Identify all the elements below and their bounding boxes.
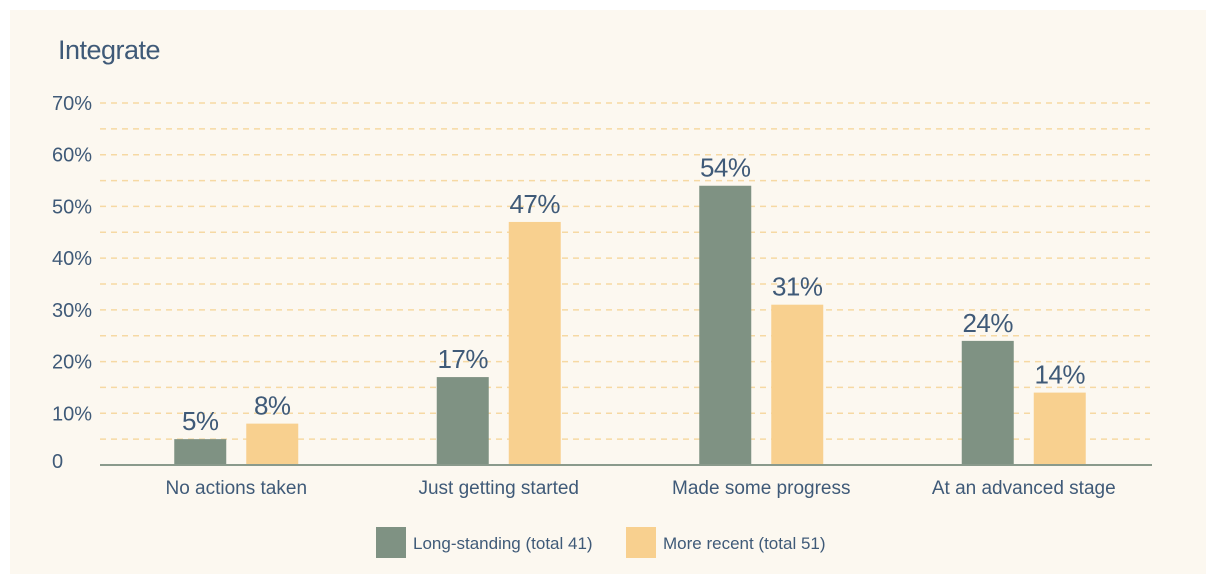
data-label: 17%: [437, 344, 488, 374]
bar: [436, 377, 489, 465]
category-label: No actions taken: [165, 478, 307, 499]
legend-swatch: [376, 527, 406, 558]
y-tick-label: 10%: [52, 403, 92, 425]
data-label: 47%: [509, 189, 560, 219]
legend-swatch: [626, 527, 656, 558]
bar: [699, 185, 752, 465]
data-label: 24%: [962, 308, 1013, 338]
legend-label: More recent (total 51): [663, 534, 826, 553]
bar: [174, 439, 227, 465]
y-tick-label: 0: [52, 451, 63, 473]
data-label: 54%: [700, 153, 751, 183]
chart-title: Integrate: [58, 35, 160, 65]
bar: [1033, 392, 1086, 465]
category-label: Just getting started: [418, 478, 579, 499]
bar: [508, 221, 561, 465]
category-labels: No actions taken Just getting started Made…: [165, 478, 1115, 499]
data-label: 5%: [182, 406, 219, 436]
chart-panel: Integrate 0 10% 20% 30% 40% 50% 60% 70% 5% 8% 17%…: [10, 10, 1206, 574]
bar: [961, 340, 1014, 465]
y-tick-label: 60%: [52, 145, 92, 167]
chart: Integrate 0 10% 20% 30% 40% 50% 60% 70% 5% 8% 17%…: [52, 35, 1152, 558]
bar: [246, 423, 299, 465]
y-tick-label: 30%: [52, 300, 92, 322]
bars: 5% 8% 17% 47% 54% 31% 24% 14%: [174, 153, 1086, 465]
y-axis-ticks: 0 10% 20% 30% 40% 50% 60% 70%: [52, 93, 92, 473]
bar: [771, 304, 824, 465]
category-label: At an advanced stage: [932, 478, 1116, 499]
data-label: 31%: [772, 272, 823, 302]
category-label: Made some progress: [672, 478, 850, 499]
data-label: 8%: [254, 391, 291, 421]
y-tick-label: 20%: [52, 352, 92, 374]
legend: Long-standing (total 41) More recent (tot…: [376, 527, 826, 558]
data-label: 14%: [1034, 360, 1085, 390]
y-tick-label: 50%: [52, 196, 92, 218]
y-tick-label: 70%: [52, 93, 92, 115]
y-tick-label: 40%: [52, 248, 92, 270]
legend-label: Long-standing (total 41): [413, 534, 593, 553]
